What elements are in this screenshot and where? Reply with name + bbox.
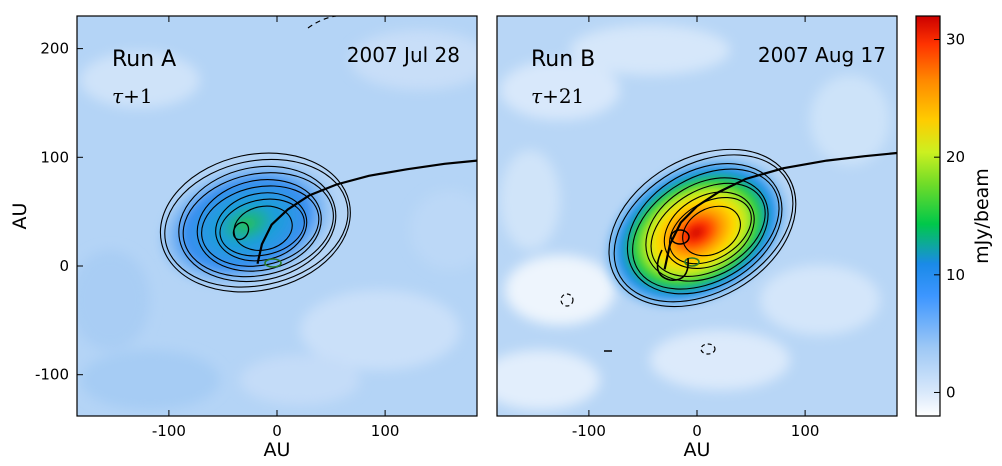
run-b-xtick-label: -100	[572, 422, 606, 440]
contour-level	[178, 165, 337, 283]
colorbar-label: mJy/beam	[971, 168, 993, 264]
panel-title-run-b: Run B	[531, 47, 595, 72]
run-a-ytick-label: -100	[35, 366, 69, 384]
contour-level	[159, 152, 351, 293]
x-axis-label-run-b: AU	[684, 439, 711, 461]
epoch-label-run-a: τ+1	[112, 84, 153, 108]
contour-level	[632, 168, 780, 290]
contour-level	[196, 179, 322, 272]
contour-level	[608, 148, 797, 308]
heatmap-run-a	[77, 16, 477, 416]
contour-level	[201, 185, 320, 267]
orbit-track-run-a	[256, 159, 477, 265]
panel-run-b: Run B 2007 Aug 17 τ+21 -100 0 100 AU	[496, 15, 898, 461]
colorbar-tick-label: 20	[946, 148, 965, 166]
contour-level	[645, 177, 769, 282]
contour-level	[626, 163, 783, 295]
contour-level	[650, 182, 766, 277]
run-a-xtick-label: -100	[152, 422, 186, 440]
run-a-ytick-label: 0	[59, 257, 69, 275]
contour-level	[219, 198, 305, 257]
panel-run-a: Run A 2007 Jul 28 τ+1 -100 0 100 -100 0 100 2…	[9, 15, 478, 461]
contours-run-b	[608, 148, 797, 308]
x-ticks-run-b: -100 0 100	[572, 16, 820, 440]
run-b-xtick-label: 0	[692, 422, 702, 440]
contour-level	[233, 205, 293, 251]
colorbar-ticks: 0 10 20 30	[934, 31, 965, 401]
date-label-run-b: 2007 Aug 17	[758, 43, 886, 67]
colorbar-frame	[915, 15, 941, 417]
heatmap-run-b	[497, 16, 897, 416]
run-a-xtick-label: 0	[272, 422, 282, 440]
contour-level	[182, 172, 334, 278]
contour-level	[164, 158, 349, 288]
contour-level	[682, 205, 741, 257]
y-ticks-run-a: -100 0 100 200	[35, 40, 83, 384]
x-axis-label-run-a: AU	[264, 439, 291, 461]
run-a-xtick-label: 100	[371, 422, 400, 440]
colorbar: 0 10 20 30 mJy/beam	[915, 15, 993, 417]
y-axis-label: AU	[9, 203, 31, 230]
date-label-run-a: 2007 Jul 28	[347, 43, 460, 67]
colorbar-tick-label: 30	[946, 31, 965, 49]
panel-title-run-a: Run A	[112, 47, 176, 72]
contour-level	[613, 154, 794, 303]
run-a-ytick-label: 100	[40, 148, 69, 166]
colorbar-gradient	[916, 16, 940, 416]
run-b-xtick-label: 100	[791, 422, 820, 440]
orbit-track-run-b	[663, 151, 897, 270]
colorbar-tick-label: 10	[946, 266, 965, 284]
contours-run-a	[159, 152, 351, 293]
x-ticks-run-a: -100 0 100	[152, 16, 400, 440]
colorbar-tick-label: 0	[946, 383, 956, 401]
epoch-label-run-b: τ+21	[531, 84, 584, 108]
run-a-ytick-label: 200	[40, 40, 69, 58]
